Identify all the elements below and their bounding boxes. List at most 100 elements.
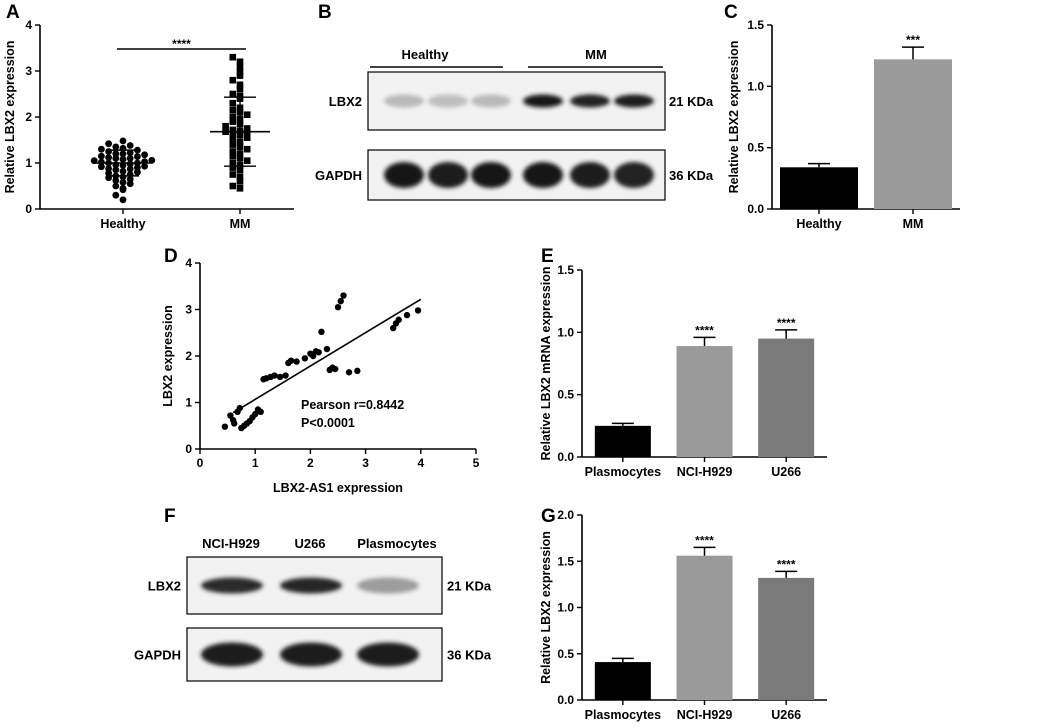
panel-a-category-label: MM — [230, 217, 251, 231]
panel-g-bar — [594, 662, 651, 700]
panel-a-point — [105, 140, 112, 148]
panel-a-point — [236, 93, 244, 100]
panel-a-point — [229, 131, 237, 138]
panel-d-point — [276, 373, 284, 381]
panel-label-g: G — [541, 506, 556, 527]
panel-label-a: A — [6, 2, 20, 23]
panel-d-chart: 0 1 2 3 4 LBX2 expression 0 1 2 3 4 5 LBX2-AS1 expre… — [161, 256, 480, 495]
panel-a-point — [229, 126, 237, 134]
panel-g-category-label: NCI-H929 — [677, 708, 733, 722]
panel-a-y-tick-label: 4 — [25, 18, 32, 32]
panel-c-y-tick-label: 1.0 — [747, 79, 764, 93]
panel-a-point — [119, 196, 127, 204]
panel-b-protein-label: LBX2 — [329, 94, 362, 109]
panel-f-band — [201, 577, 263, 594]
panel-a-y-tick-label: 1 — [25, 156, 32, 170]
panel-a-point — [126, 149, 134, 157]
panel-e-bar — [676, 346, 733, 457]
panel-a-y-axis-label: Relative LBX2 expression — [3, 41, 17, 194]
panel-e-category-label: U266 — [771, 465, 801, 479]
panel-a-point — [98, 152, 105, 160]
panel-b-size-label: 36 KDa — [669, 168, 714, 183]
panel-d-point — [293, 358, 300, 365]
panel-c-y-tick-label: 0.5 — [747, 141, 764, 155]
panel-a-chart: 0 1 2 3 4 Relative LBX2 expression Healthy MM **… — [3, 18, 294, 231]
panel-g-significance-label: **** — [777, 557, 796, 571]
panel-d-point — [282, 372, 289, 379]
panel-a-point — [243, 125, 251, 132]
panel-d-point — [332, 365, 339, 373]
panel-a-point — [126, 155, 134, 162]
panel-e-bar — [758, 338, 815, 457]
panel-a-point — [229, 152, 237, 160]
panel-f-protein-label: GAPDH — [134, 648, 181, 663]
panel-g-bar — [676, 555, 733, 700]
panel-f-band — [201, 642, 263, 667]
panel-g-significance-label: **** — [695, 533, 714, 547]
panel-b-band — [471, 162, 511, 188]
panel-e-y-tick-label: 1.5 — [557, 263, 574, 277]
panel-c-y-tick-label: 0.0 — [747, 202, 764, 216]
panel-e-bar — [594, 425, 651, 457]
panel-a-y-tick-label: 0 — [25, 202, 32, 216]
panel-d-point — [309, 352, 317, 360]
panel-a-point — [141, 158, 149, 166]
panel-d-point — [345, 369, 353, 376]
panel-a-point — [105, 154, 112, 161]
panel-f-protein-label: LBX2 — [148, 579, 181, 594]
panel-d-x-axis-label: LBX2-AS1 expression — [273, 481, 403, 495]
panel-f-size-label: 21 KDa — [447, 579, 492, 594]
panel-d-y-tick-label: 0 — [185, 442, 192, 456]
panel-a-point — [236, 63, 244, 70]
panel-label-e: E — [541, 246, 554, 267]
panel-a-point — [236, 67, 244, 75]
panel-g-y-tick-label: 0.5 — [557, 647, 574, 661]
panel-e-category-label: Plasmocytes — [585, 465, 661, 479]
panel-a-point — [126, 142, 134, 149]
panel-a-point — [105, 148, 112, 155]
panel-a-point — [229, 148, 237, 155]
panel-g-category-label: Plasmocytes — [585, 708, 661, 722]
panel-label-f: F — [164, 506, 176, 527]
panel-a-category-label: Healthy — [100, 217, 145, 231]
panel-b-band — [614, 162, 654, 188]
panel-d-pvalue-label: P<0.0001 — [301, 416, 355, 430]
panel-a-point — [148, 156, 156, 164]
panel-b-size-label: 21 KDa — [669, 94, 714, 109]
panel-b-band — [428, 162, 468, 188]
panel-d-point — [340, 292, 347, 299]
panel-a-point — [229, 113, 237, 121]
panel-d-fit-line — [232, 298, 422, 414]
panel-d-x-tick-label: 1 — [252, 456, 259, 470]
panel-c-bar — [780, 167, 858, 209]
panel-a-point — [119, 178, 127, 186]
panel-f-size-label: 36 KDa — [447, 648, 492, 663]
panel-a-significance-label: **** — [172, 37, 191, 51]
panel-b-band — [523, 162, 563, 188]
panel-g-bar — [758, 577, 815, 700]
panel-a-point — [236, 178, 244, 185]
panel-b-band — [471, 94, 511, 108]
panel-d-point — [271, 372, 278, 379]
panel-d-x-tick-label: 4 — [417, 456, 424, 470]
panel-a-point — [229, 106, 237, 114]
panel-a-point — [112, 191, 120, 199]
panel-f-lane-label: NCI-H929 — [202, 536, 260, 551]
panel-c-y-axis-label: Relative LBX2 expression — [727, 41, 741, 194]
panel-g-y-tick-label: 1.0 — [557, 601, 574, 615]
panel-e-significance-label: **** — [777, 316, 796, 330]
panel-a-point — [112, 182, 120, 190]
panel-a-point — [222, 122, 229, 130]
panel-d-x-tick-label: 2 — [307, 456, 314, 470]
panel-d-point — [301, 355, 309, 362]
panel-c-bar — [874, 59, 952, 210]
panel-a-point — [126, 165, 134, 173]
panel-e-significance-label: **** — [695, 323, 714, 337]
panel-a-point — [229, 171, 237, 178]
panel-b-band — [384, 162, 424, 188]
panel-g-y-tick-label: 2.0 — [557, 508, 574, 522]
panel-a-point — [236, 166, 244, 174]
panel-b-band — [570, 94, 610, 108]
panel-d-point — [221, 423, 229, 430]
panel-d-point — [354, 367, 361, 375]
